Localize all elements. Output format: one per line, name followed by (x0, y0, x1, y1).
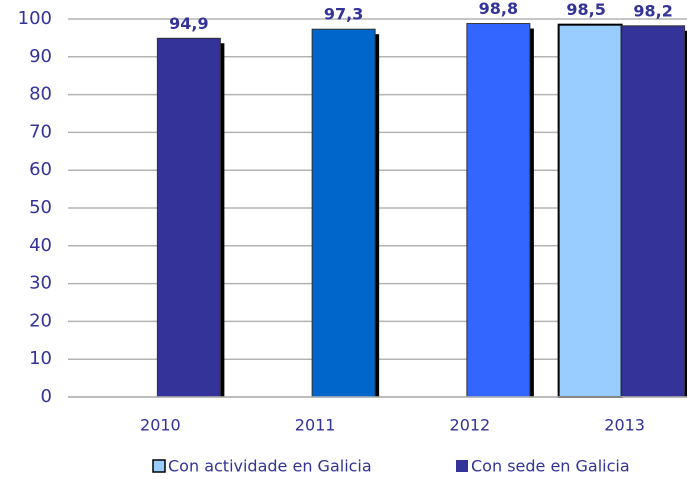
value-label: 94,9 (169, 14, 208, 33)
bar (156, 37, 221, 398)
legend-label: Con actividade en Galicia (168, 457, 372, 476)
bar (621, 25, 686, 398)
value-label: 98,2 (633, 1, 672, 20)
value-label: 97,3 (324, 5, 363, 24)
y-tick-label: 50 (29, 197, 52, 218)
legend-swatch (152, 459, 166, 473)
x-tick-label: 2013 (604, 416, 645, 435)
x-tick-label: 2010 (140, 416, 181, 435)
legend-label: Con sede en Galicia (471, 457, 630, 476)
y-tick-label: 0 (41, 386, 52, 407)
legend-swatch (456, 460, 468, 472)
y-tick-label: 80 (29, 84, 52, 105)
y-tick-label: 70 (29, 121, 52, 142)
y-tick-label: 100 (18, 8, 52, 29)
bar (466, 23, 531, 398)
bar (557, 23, 623, 398)
x-tick-label: 2011 (295, 416, 336, 435)
value-label: 98,5 (566, 0, 605, 19)
value-label: 98,8 (479, 0, 518, 18)
y-tick-label: 40 (29, 235, 52, 256)
y-tick-label: 20 (29, 310, 52, 331)
y-tick-label: 10 (29, 348, 52, 369)
y-tick-label: 90 (29, 46, 52, 67)
y-tick-label: 60 (29, 159, 52, 180)
bar (311, 28, 376, 398)
y-tick-label: 30 (29, 273, 52, 294)
x-tick-label: 2012 (450, 416, 491, 435)
